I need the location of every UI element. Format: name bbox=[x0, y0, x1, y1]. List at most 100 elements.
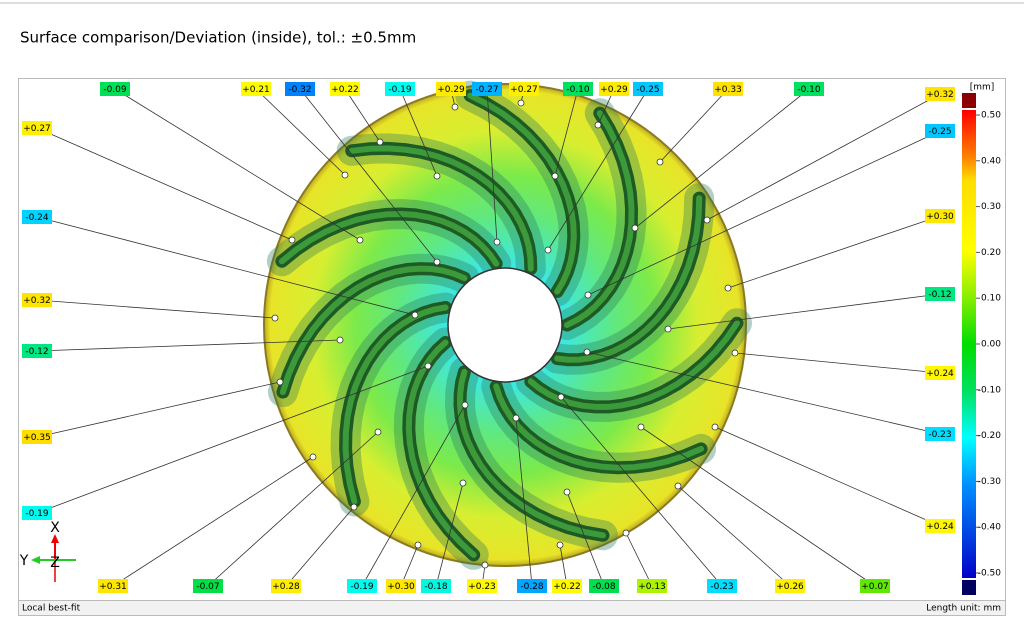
anchor-point bbox=[724, 284, 732, 292]
status-bar bbox=[18, 600, 1006, 616]
anchor-point bbox=[433, 258, 441, 266]
blade-top bbox=[278, 210, 500, 267]
deviation-label: +0.27 bbox=[23, 124, 51, 134]
deviation-label-box bbox=[98, 579, 128, 593]
leader-line bbox=[566, 491, 605, 587]
deviation-label-box bbox=[436, 82, 466, 96]
deviation-label: +0.21 bbox=[242, 85, 270, 95]
deviation-label: +0.13 bbox=[638, 582, 666, 592]
anchor-point bbox=[461, 401, 469, 409]
anchor-point bbox=[424, 362, 432, 370]
deviation-label: +0.30 bbox=[926, 212, 954, 222]
scale-tick-label: 0.10 bbox=[981, 294, 1001, 304]
blade-top bbox=[348, 145, 534, 272]
scale-tick-label: 0.50 bbox=[981, 111, 1001, 121]
anchor-point bbox=[414, 541, 422, 549]
deviation-label: +0.29 bbox=[437, 85, 465, 95]
deviation-label-box bbox=[563, 82, 593, 96]
deviation-label-box bbox=[552, 579, 582, 593]
deviation-label-box bbox=[925, 366, 955, 380]
deviation-label-box bbox=[385, 82, 415, 96]
deviation-label-box bbox=[860, 579, 890, 593]
anchor-point bbox=[703, 216, 711, 224]
anchor-point bbox=[459, 479, 467, 487]
deviation-label: +0.24 bbox=[926, 369, 954, 379]
y-axis-label: Y bbox=[19, 553, 29, 569]
leader-line bbox=[547, 88, 649, 251]
deviation-label: +0.07 bbox=[861, 582, 889, 592]
deviation-label-box bbox=[386, 579, 416, 593]
leader-line bbox=[714, 426, 941, 527]
leader-line bbox=[727, 215, 941, 289]
anchor-point bbox=[583, 348, 591, 356]
anchor-point bbox=[309, 453, 317, 461]
anchor-point bbox=[622, 529, 630, 537]
scale-tick-label: -0.20 bbox=[978, 431, 1002, 441]
leader-line bbox=[36, 127, 293, 241]
footer-right: Length unit: mm bbox=[926, 604, 1001, 614]
leader-line bbox=[361, 404, 466, 587]
blade-top bbox=[467, 92, 577, 295]
deviation-label-box bbox=[100, 82, 130, 96]
hub-bore bbox=[447, 267, 563, 383]
deviation-label-box bbox=[22, 121, 52, 135]
leader-line bbox=[255, 88, 346, 176]
scale-over bbox=[962, 93, 976, 108]
anchor-point bbox=[664, 325, 672, 333]
anchor-point bbox=[336, 336, 344, 344]
deviation-label: -0.25 bbox=[928, 127, 951, 137]
deviation-label-box bbox=[925, 209, 955, 223]
deviation-label: -0.12 bbox=[25, 347, 48, 357]
deviation-label: -0.27 bbox=[475, 85, 498, 95]
x-arrow-head bbox=[51, 534, 59, 543]
deviation-label-box bbox=[794, 82, 824, 96]
deviation-label: -0.19 bbox=[388, 85, 412, 95]
deviation-label: +0.31 bbox=[99, 582, 127, 592]
leader-line bbox=[554, 88, 579, 177]
deviation-label-box bbox=[22, 344, 52, 358]
deviation-label: +0.22 bbox=[553, 582, 581, 592]
deviation-label-box bbox=[22, 293, 52, 307]
deviation-label: -0.32 bbox=[288, 85, 311, 95]
deviation-label-box bbox=[599, 82, 629, 96]
deviation-label: +0.29 bbox=[600, 85, 628, 95]
deviation-label: +0.23 bbox=[468, 582, 496, 592]
anchor-point bbox=[374, 428, 382, 436]
anchor-point bbox=[451, 103, 459, 111]
leader-line bbox=[36, 216, 416, 316]
anchor-point bbox=[288, 236, 296, 244]
deviation-label-box bbox=[925, 519, 955, 533]
anchor-point bbox=[637, 423, 645, 431]
blade-top bbox=[554, 195, 703, 363]
blade-top bbox=[564, 110, 635, 328]
scale-tick-label: -0.50 bbox=[978, 569, 1002, 579]
deviation-label-box bbox=[347, 579, 377, 593]
leader-line bbox=[36, 381, 281, 438]
anchor-point bbox=[411, 311, 419, 319]
anchor-point bbox=[556, 541, 564, 549]
anchor-point bbox=[594, 121, 602, 129]
scale-bar bbox=[962, 110, 976, 578]
anchor-point bbox=[563, 488, 571, 496]
scale-tick-label: -0.30 bbox=[978, 477, 1002, 487]
deviation-label: +0.30 bbox=[387, 582, 415, 592]
deviation-label: +0.26 bbox=[776, 582, 804, 592]
anchor-point bbox=[656, 158, 664, 166]
leader-line bbox=[486, 88, 498, 243]
deviation-label: +0.32 bbox=[23, 296, 51, 306]
deviation-label-box bbox=[193, 579, 223, 593]
anchor-point bbox=[517, 99, 525, 107]
blade-top bbox=[456, 368, 606, 539]
anchor-point bbox=[557, 393, 565, 401]
anchor-point bbox=[350, 503, 358, 511]
anchor-point bbox=[711, 423, 719, 431]
anchor-point bbox=[271, 314, 279, 322]
leader-line bbox=[207, 431, 379, 587]
leader-line bbox=[586, 351, 941, 435]
deviation-label-box bbox=[330, 82, 360, 96]
deviation-label-box bbox=[241, 82, 271, 96]
anchor-point bbox=[433, 172, 441, 180]
deviation-label: -0.24 bbox=[25, 213, 49, 223]
anchor-point bbox=[512, 414, 520, 422]
